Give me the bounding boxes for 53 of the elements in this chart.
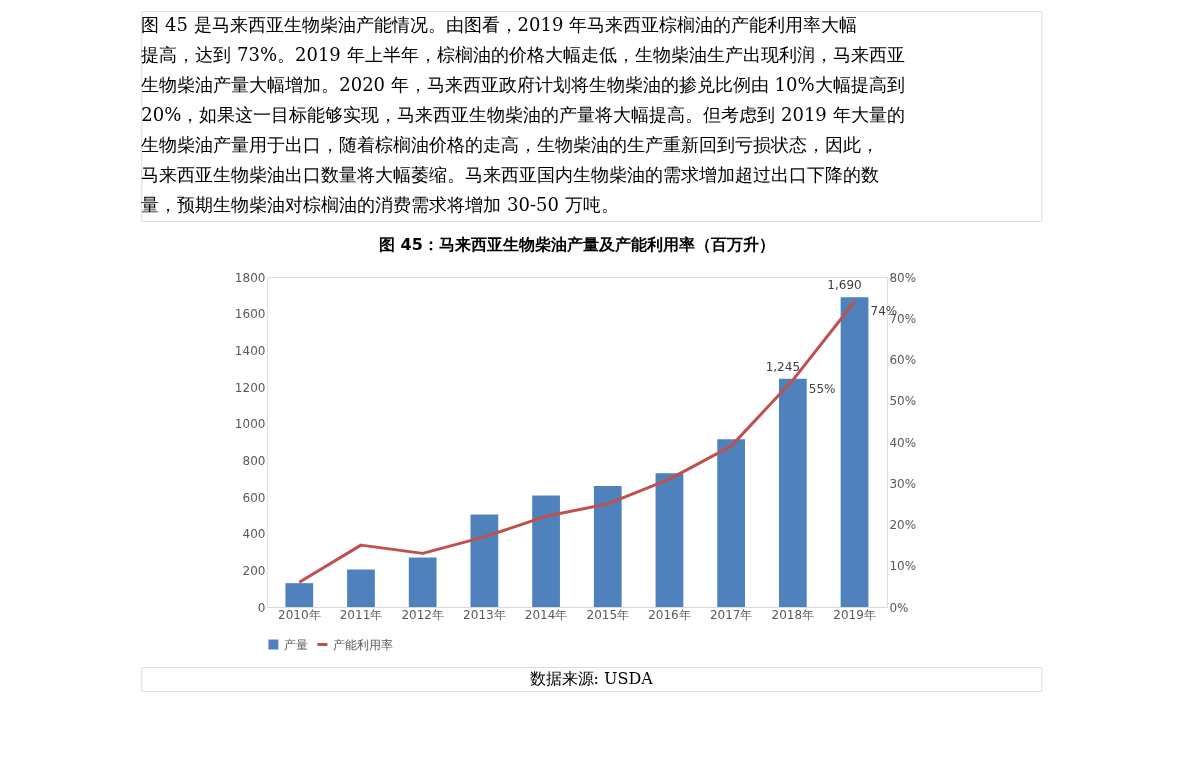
y-tick-label: 1600 <box>234 307 266 322</box>
bar <box>655 473 684 607</box>
text: 生物柴油产量大幅增加。2020 年，马来西亚政府计划将生物柴油的掺兑比例由 10%大幅提高到 <box>141 74 905 95</box>
y2-tick-label: 0% <box>889 600 909 615</box>
y2-tick-label: 10% <box>889 559 917 574</box>
x-tick-label: 2019年 <box>833 607 876 622</box>
data-label: 55% <box>808 382 836 397</box>
x-tick-label: 2014年 <box>524 607 568 622</box>
line-series <box>297 300 857 584</box>
x-tick-label: 2013年 <box>463 607 506 622</box>
y-tick-label: 800 <box>242 453 266 468</box>
x-tick-label: 2017年 <box>709 607 753 622</box>
y2-tick-label: 50% <box>889 394 917 409</box>
x-tick-label: 2018年 <box>771 607 815 622</box>
text: 马来西亚生物柴油出口数量将大幅萎缩。马来西亚国内生物柴油的需求增加超过出口下降的数 <box>141 164 880 185</box>
source-note: 数据来源: USDA <box>529 669 654 688</box>
x-tick-label: 2011年 <box>339 607 383 622</box>
y-tick-label: 200 <box>242 563 266 578</box>
y-tick-label: 0 <box>257 600 266 615</box>
bar <box>470 514 499 607</box>
x-tick-label: 2012年 <box>401 607 444 622</box>
bar <box>778 378 807 607</box>
x-tick-label: 2010年 <box>278 607 321 622</box>
text: 生物柴油产量用于出口，随着棕榈油价格的走高，生物柴油的生产重新回到亏损状态，因此， <box>141 134 880 155</box>
legend-label: 产量 <box>283 637 308 652</box>
y-tick-label: 1800 <box>234 270 266 285</box>
y2-tick-label: 80% <box>889 270 917 285</box>
legend-label: 产能利用率 <box>332 637 393 652</box>
y-tick-label: 1000 <box>234 417 266 432</box>
x-tick-label: 2015年 <box>586 607 630 622</box>
bar <box>285 583 314 607</box>
data-label: 1,245 <box>765 359 801 374</box>
text: 20%，如果这一目标能够实现，马来西亚生物柴油的产量将大幅提高。但考虑到 2019 年大量的 <box>141 104 905 125</box>
data-label: 1,690 <box>827 278 862 293</box>
text: 量，预期生物柴油对棕榈油的消费需求将增加 30-50 万吨。 <box>141 194 619 215</box>
x-tick-label: 2016年 <box>648 607 691 622</box>
y2-tick-label: 20% <box>889 518 917 532</box>
chart-title: 图 45：马来西亚生物柴油产量及产能利用率（百万升） <box>378 235 775 254</box>
bar <box>347 569 375 607</box>
bar <box>593 486 622 607</box>
y2-tick-label: 60% <box>889 353 917 367</box>
bar <box>532 495 560 607</box>
text: 提高，达到 73%。2019 年上半年，棕榈油的价格大幅走低，生物柴油生产出现利润，马来西亚 <box>141 44 905 65</box>
y2-tick-label: 30% <box>889 476 917 491</box>
y2-tick-label: 40% <box>889 435 917 450</box>
y-tick-label: 400 <box>242 527 266 542</box>
bar <box>840 297 869 607</box>
bar <box>408 557 437 607</box>
y-tick-label: 1400 <box>234 343 266 358</box>
y-tick-label: 1200 <box>234 380 266 395</box>
y-tick-label: 600 <box>242 490 266 505</box>
bar <box>717 439 746 607</box>
caption: 图 45 是马来西亚生物柴油产能情况。由图看，2019 年马来西亚棕榈油的产能利用率大幅 <box>141 14 858 35</box>
